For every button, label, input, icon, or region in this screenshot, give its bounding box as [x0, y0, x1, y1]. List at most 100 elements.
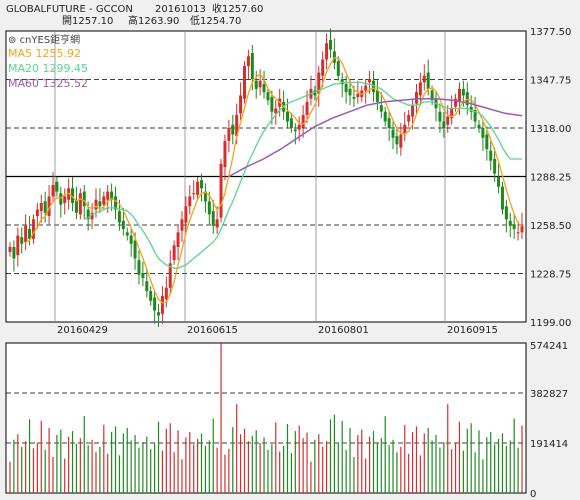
candle-body: [254, 80, 258, 89]
candle-body: [305, 101, 309, 115]
candle-body: [504, 206, 508, 220]
candle-body: [285, 111, 289, 122]
candle-body: [239, 95, 243, 114]
price-tick-label: 1377.50: [530, 27, 571, 38]
watermark-text: cnYES鉅亨網: [20, 33, 81, 46]
candle-body: [200, 180, 204, 189]
header-high: 高1263.90: [128, 14, 179, 27]
candle-body: [110, 191, 114, 200]
candle-body: [71, 188, 75, 203]
price-tick-label: 1318.00: [530, 124, 571, 135]
date-tick-label: 20160915: [447, 325, 498, 336]
candle-body: [414, 92, 418, 104]
candle-body: [383, 111, 387, 122]
candle-body: [399, 134, 403, 148]
candle-body: [20, 237, 24, 244]
ma60-line: [228, 97, 523, 178]
candle-body: [74, 199, 78, 213]
volume-tick-label: 574241: [530, 341, 568, 352]
candle-body: [477, 124, 481, 128]
candle-body: [274, 108, 278, 114]
candle-body: [94, 199, 98, 210]
candle-body: [340, 79, 344, 84]
candle-body: [203, 191, 207, 202]
candle-body: [489, 150, 493, 161]
candle-body: [344, 83, 348, 93]
candle-body: [297, 124, 301, 130]
candle-body: [12, 247, 16, 259]
moving-average-lines: [25, 56, 523, 304]
candle-body: [51, 185, 55, 197]
candle-body: [133, 240, 137, 259]
candle-body: [258, 80, 262, 88]
candle-body: [172, 245, 176, 261]
candle-body: [160, 295, 164, 314]
ma20-line: [84, 81, 522, 269]
volume-grid: [6, 392, 526, 444]
candle-body: [59, 193, 63, 205]
candle-body: [469, 106, 473, 112]
candle-body: [196, 181, 200, 195]
candle-body: [86, 209, 90, 220]
price-tick-label: 1288.25: [530, 173, 571, 184]
price-tick-label: 1258.50: [530, 221, 571, 232]
legend-ma5: MA5 1255.92: [8, 47, 81, 60]
candle-body: [176, 232, 180, 248]
candle-body: [157, 312, 161, 316]
candlesticks: [8, 28, 524, 327]
candle-body: [270, 97, 274, 112]
candle-body: [145, 281, 149, 292]
candle-body: [371, 80, 375, 93]
candle-body: [512, 224, 516, 230]
candle-body: [211, 211, 215, 226]
candle-body: [188, 196, 192, 207]
volume-tick-label: 0: [530, 489, 536, 500]
candle-body: [407, 114, 411, 122]
legend-ma60: MA60 1325.52: [8, 77, 88, 90]
header-low: 低1254.70: [190, 14, 241, 27]
candle-body: [8, 247, 12, 252]
candle-body: [313, 90, 317, 96]
candle-body: [422, 75, 426, 83]
price-tick-label: 1347.75: [530, 76, 571, 87]
candle-body: [141, 273, 145, 278]
candle-body: [493, 158, 497, 174]
candle-body: [395, 136, 399, 145]
candle-body: [352, 97, 356, 99]
candle-body: [520, 225, 524, 233]
candle-body: [164, 287, 168, 300]
candle-body: [497, 176, 501, 187]
cnyes-watermark: ⊚ cnYES鉅亨網: [8, 33, 80, 46]
candle-body: [78, 193, 82, 215]
candle-body: [16, 235, 20, 256]
candle-body: [450, 108, 454, 119]
candle-body: [121, 220, 125, 230]
candle-body: [328, 39, 332, 50]
candle-body: [192, 193, 196, 195]
candle-body: [457, 88, 461, 102]
candle-body: [317, 72, 321, 94]
candle-body: [137, 260, 141, 275]
candle-body: [508, 220, 512, 226]
candle-body: [473, 110, 477, 122]
candle-body: [262, 83, 266, 93]
candle-body: [348, 88, 352, 96]
candle-body: [43, 201, 47, 213]
candle-body: [411, 105, 415, 117]
candle-body: [102, 196, 106, 205]
volume-bars: [9, 343, 523, 493]
candle-body: [293, 129, 297, 132]
header-close: 收1257.60: [212, 2, 263, 15]
candle-body: [481, 128, 485, 138]
candle-body: [129, 235, 133, 244]
price-tick-label: 1199.00: [530, 318, 571, 329]
candle-body: [39, 202, 43, 212]
ma5-line: [25, 56, 523, 304]
candle-body: [356, 93, 360, 98]
candle-body: [215, 219, 219, 228]
candle-body: [325, 43, 329, 60]
candle-body: [391, 129, 395, 138]
candle-body: [149, 291, 153, 301]
candle-body: [516, 232, 520, 234]
candle-body: [125, 232, 129, 236]
